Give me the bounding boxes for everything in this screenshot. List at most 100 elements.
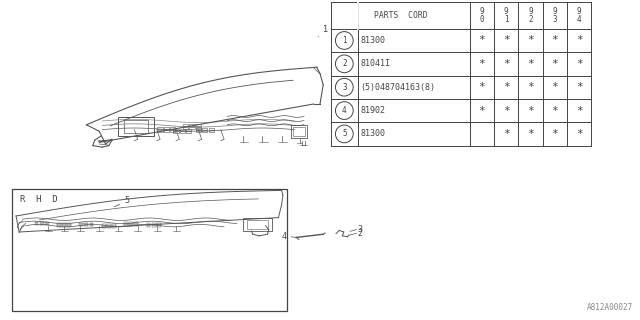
- Bar: [196, 128, 201, 130]
- Text: 9
2: 9 2: [528, 6, 533, 24]
- Text: 81300: 81300: [360, 36, 385, 45]
- Bar: [57, 225, 61, 227]
- Text: *: *: [503, 59, 509, 69]
- Bar: [12, 189, 287, 311]
- Text: 1: 1: [342, 36, 347, 45]
- Bar: [196, 124, 201, 126]
- Text: PARTS  CORD: PARTS CORD: [374, 11, 427, 20]
- Bar: [84, 223, 88, 224]
- Bar: [90, 225, 93, 226]
- Text: *: *: [527, 82, 534, 92]
- Bar: [129, 224, 133, 226]
- Text: *: *: [527, 36, 534, 45]
- Text: 81300: 81300: [360, 129, 385, 139]
- Text: *: *: [527, 129, 534, 139]
- Text: *: *: [503, 36, 509, 45]
- Text: *: *: [576, 36, 582, 45]
- Text: *: *: [479, 106, 485, 116]
- Bar: [134, 222, 138, 224]
- Bar: [107, 226, 111, 228]
- Bar: [57, 223, 61, 225]
- Text: 9
1: 9 1: [504, 6, 509, 24]
- Bar: [40, 224, 44, 225]
- Bar: [79, 225, 83, 226]
- Bar: [90, 223, 93, 224]
- Bar: [196, 127, 201, 129]
- Bar: [189, 124, 195, 126]
- Bar: [164, 127, 169, 129]
- Bar: [189, 127, 195, 129]
- Text: 4: 4: [282, 232, 287, 241]
- Bar: [243, 218, 272, 231]
- Bar: [79, 223, 83, 224]
- Text: 5: 5: [342, 129, 347, 139]
- Text: *: *: [527, 59, 534, 69]
- Text: *: *: [576, 129, 582, 139]
- Bar: [40, 222, 44, 223]
- Bar: [147, 223, 150, 225]
- Text: *: *: [552, 36, 558, 45]
- Bar: [291, 125, 307, 138]
- Bar: [180, 131, 185, 133]
- Text: *: *: [552, 129, 558, 139]
- Bar: [84, 225, 88, 226]
- Text: (5)048704163(8): (5)048704163(8): [360, 83, 435, 92]
- Bar: [35, 224, 38, 225]
- Bar: [124, 120, 148, 133]
- Bar: [209, 128, 214, 130]
- Bar: [152, 223, 156, 225]
- Text: *: *: [503, 106, 509, 116]
- Bar: [62, 223, 66, 225]
- Bar: [196, 130, 201, 132]
- Bar: [112, 224, 116, 226]
- Bar: [202, 130, 207, 132]
- Text: *: *: [576, 82, 582, 92]
- Bar: [45, 224, 49, 225]
- Text: 5: 5: [115, 196, 130, 207]
- Bar: [173, 129, 179, 131]
- Text: 9
3: 9 3: [552, 6, 557, 24]
- Bar: [157, 225, 161, 227]
- Text: 3: 3: [357, 225, 362, 234]
- Bar: [147, 225, 150, 227]
- Text: *: *: [552, 106, 558, 116]
- Text: 81902: 81902: [360, 106, 385, 115]
- Text: 3: 3: [342, 83, 347, 92]
- Bar: [124, 224, 128, 226]
- Bar: [102, 224, 106, 226]
- Text: 2: 2: [357, 229, 362, 238]
- Bar: [173, 131, 179, 133]
- Text: 2: 2: [342, 59, 347, 68]
- Bar: [67, 223, 71, 225]
- Bar: [164, 130, 169, 132]
- Text: 1: 1: [318, 25, 328, 37]
- Bar: [157, 130, 163, 132]
- Text: 4: 4: [342, 106, 347, 115]
- Bar: [112, 226, 116, 228]
- Bar: [129, 222, 133, 224]
- Text: A812A00027: A812A00027: [588, 303, 634, 312]
- Text: *: *: [552, 59, 558, 69]
- Bar: [35, 222, 38, 223]
- Bar: [170, 127, 175, 129]
- Bar: [102, 226, 106, 228]
- Bar: [186, 131, 191, 133]
- Bar: [293, 127, 305, 136]
- Bar: [202, 128, 207, 130]
- Bar: [152, 225, 156, 227]
- Text: *: *: [552, 82, 558, 92]
- Bar: [67, 225, 71, 227]
- Bar: [157, 127, 163, 129]
- Bar: [247, 220, 268, 229]
- Bar: [134, 224, 138, 226]
- Bar: [45, 222, 49, 223]
- Text: *: *: [527, 106, 534, 116]
- Bar: [209, 130, 214, 132]
- Text: *: *: [479, 82, 485, 92]
- Bar: [170, 130, 175, 132]
- Bar: [180, 129, 185, 131]
- Bar: [124, 222, 128, 224]
- Text: *: *: [503, 82, 509, 92]
- Text: *: *: [576, 106, 582, 116]
- Bar: [183, 124, 188, 126]
